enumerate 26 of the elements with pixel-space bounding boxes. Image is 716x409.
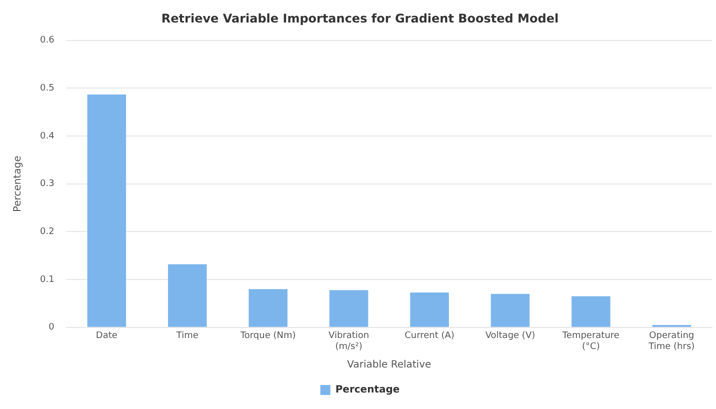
y-tick-label: 0.4 — [40, 131, 55, 142]
x-tick-label: Time — [175, 331, 199, 342]
bar — [490, 294, 530, 327]
x-tick-label: Current (A) — [404, 331, 454, 342]
x-tick-label: Vibration (m/s²) — [328, 331, 370, 352]
y-tick-label: 0 — [48, 322, 55, 333]
y-tick-label: 0.6 — [40, 36, 55, 46]
y-tick-label: 0.5 — [40, 84, 54, 94]
x-tick-label: Temperature (°C) — [561, 331, 620, 352]
bar — [572, 296, 610, 327]
bar — [410, 292, 449, 327]
x-tick-label: Voltage (V) — [485, 331, 536, 342]
x-tick-label: Operating Time (hrs) — [648, 331, 695, 352]
y-tick-label: 0.2 — [40, 227, 54, 238]
bar — [87, 94, 126, 327]
y-axis-title: Percentage — [12, 156, 24, 212]
y-tick-label: 0.1 — [40, 274, 54, 285]
legend-label: Percentage — [335, 384, 400, 396]
x-axis-title: Variable Relative — [347, 360, 432, 371]
bar — [329, 290, 368, 327]
bar — [168, 264, 207, 327]
y-tick-label: 0.3 — [40, 179, 54, 190]
chart-title: Retrieve Variable Importances for Gradient Boosted Model — [161, 11, 559, 26]
bar — [248, 289, 288, 327]
x-tick-label: Date — [96, 331, 118, 342]
x-tick-label: Torque (Nm) — [239, 331, 296, 342]
